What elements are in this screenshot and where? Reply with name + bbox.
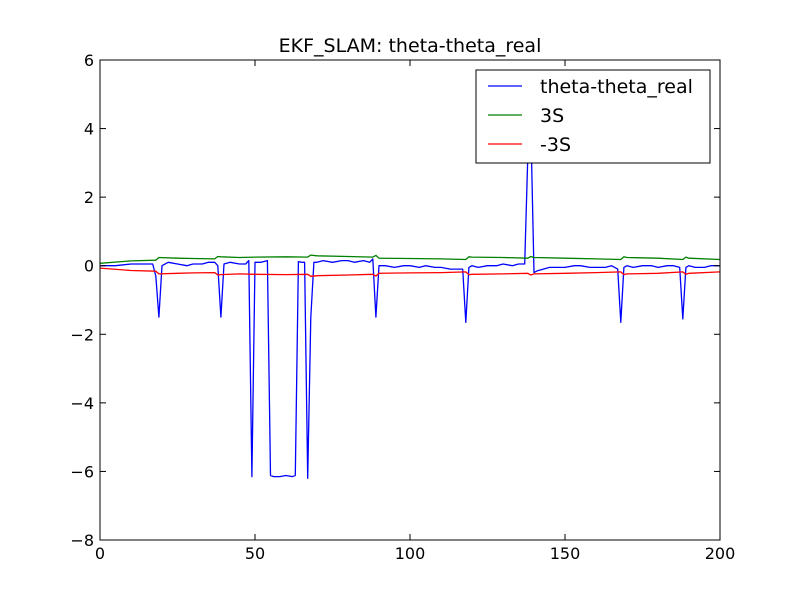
y-tick-label: −6 bbox=[70, 462, 94, 481]
series-line-0 bbox=[100, 127, 720, 479]
x-tick-label: 50 bbox=[245, 544, 265, 563]
x-tick-label: 200 bbox=[705, 544, 736, 563]
series-line-2 bbox=[99, 267, 721, 277]
chart-title: EKF_SLAM: theta-theta_real bbox=[279, 35, 542, 57]
y-tick-label: 4 bbox=[84, 120, 94, 139]
y-axis: −8 −6 −4 −2 0 2 4 6 bbox=[70, 51, 720, 550]
legend-label-1: 3S bbox=[540, 105, 564, 127]
x-tick-label: 0 bbox=[95, 544, 105, 563]
legend: theta-theta_real 3S -3S bbox=[475, 69, 711, 164]
y-tick-label: −8 bbox=[70, 531, 94, 550]
y-tick-label: 0 bbox=[84, 257, 94, 276]
y-tick-label: 6 bbox=[84, 51, 94, 70]
x-tick-label: 100 bbox=[395, 544, 426, 563]
y-tick-label: −4 bbox=[70, 394, 94, 413]
series-line-1 bbox=[99, 254, 721, 264]
y-tick-label: −2 bbox=[70, 325, 94, 344]
legend-label-0: theta-theta_real bbox=[540, 76, 693, 98]
legend-label-2: -3S bbox=[540, 134, 571, 156]
x-axis: 0 50 100 150 200 bbox=[95, 60, 735, 563]
y-tick-label: 2 bbox=[84, 188, 94, 207]
x-tick-label: 150 bbox=[550, 544, 581, 563]
series-layer bbox=[99, 127, 721, 479]
